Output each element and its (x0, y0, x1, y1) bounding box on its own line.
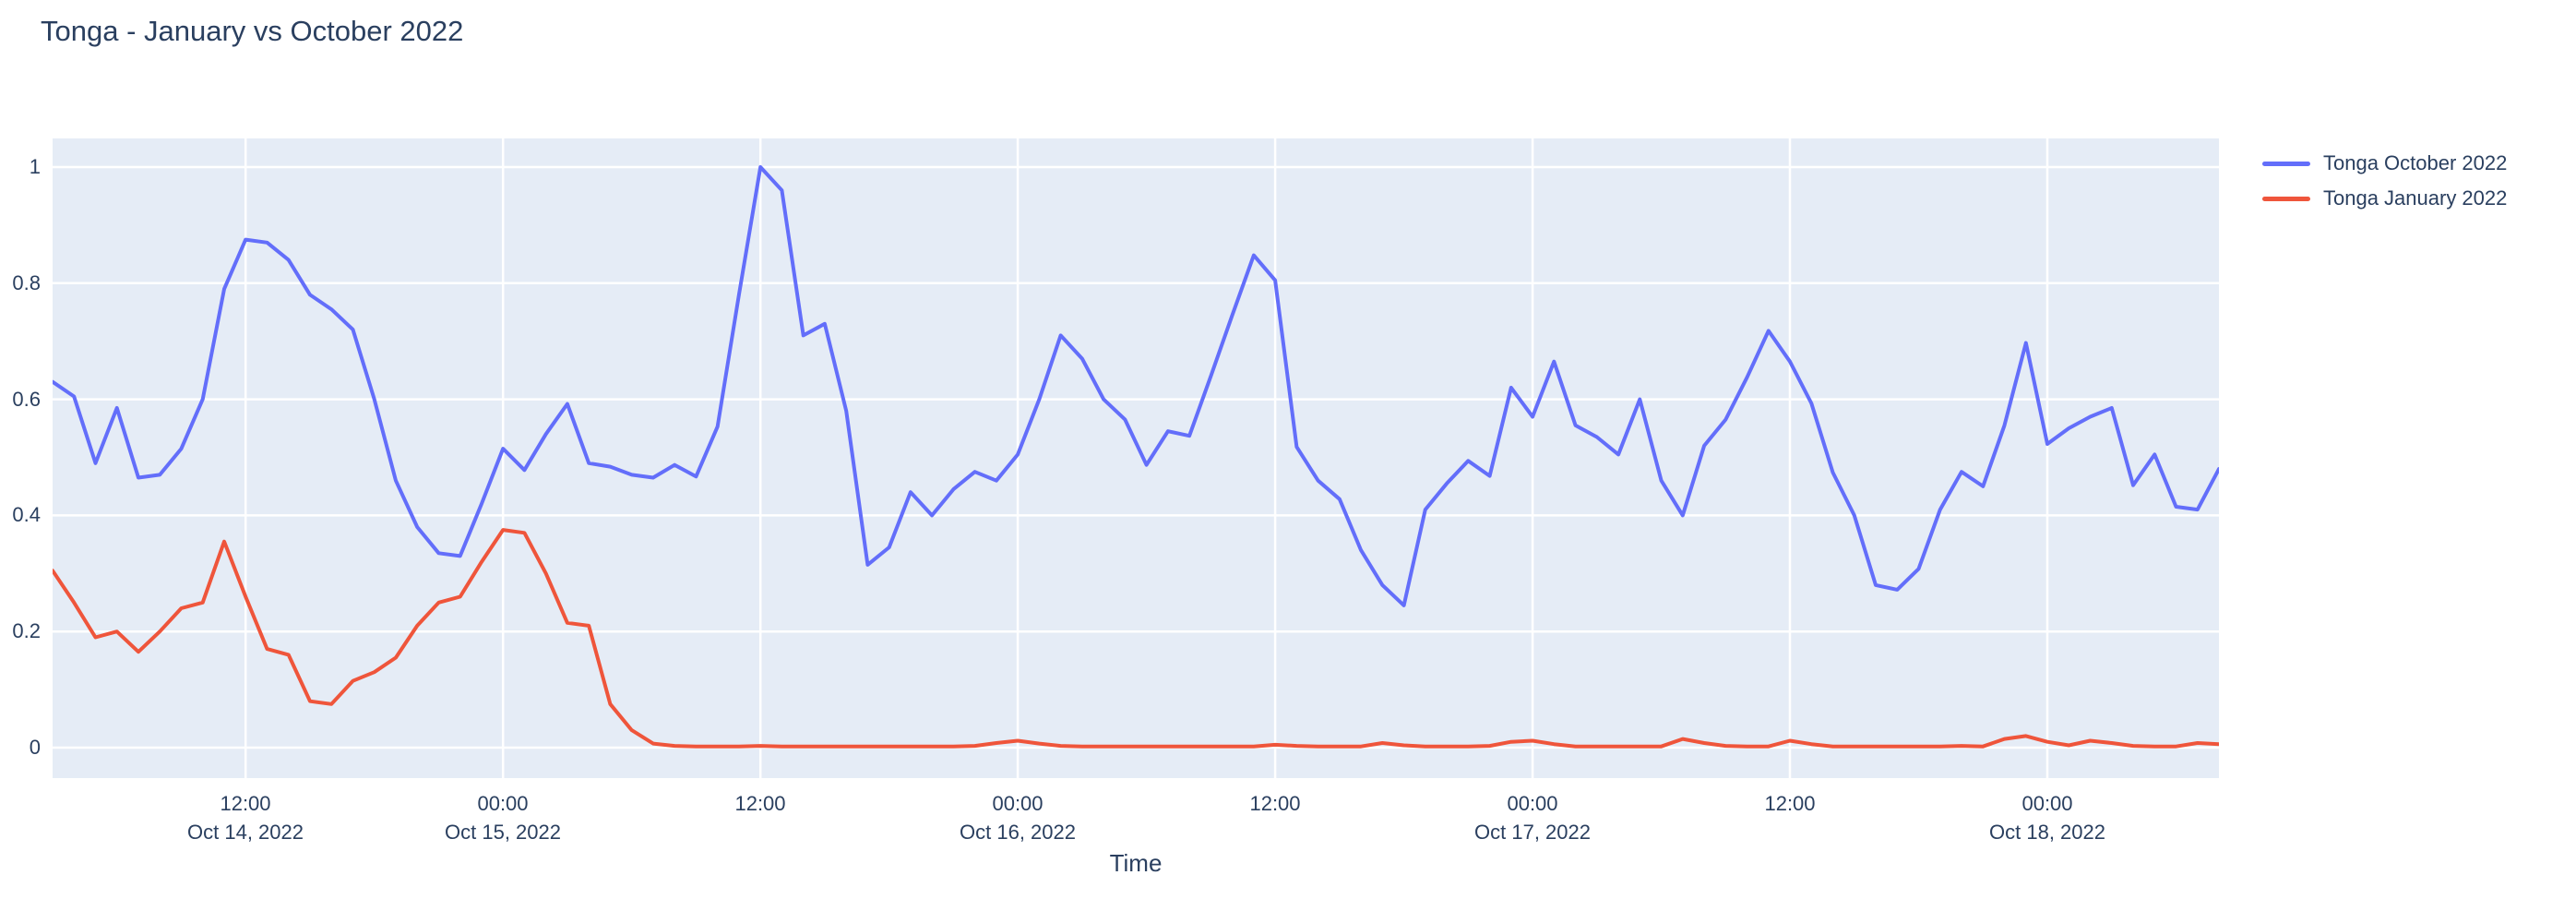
x-tick-date: Oct 17, 2022 (1474, 821, 1591, 844)
legend-line-swatch-january (2262, 196, 2310, 201)
legend-label: Tonga October 2022 (2323, 151, 2508, 174)
series-line (53, 528, 2219, 749)
legend: Tonga October 2022 Tonga January 2022 (2262, 146, 2507, 216)
x-tick-time: 12:00 (220, 792, 271, 815)
x-tick-time: 12:00 (1764, 792, 1816, 815)
x-tick-date: Oct 18, 2022 (1989, 821, 2105, 844)
legend-line-swatch-october (2262, 161, 2310, 166)
y-tick-label: 0.6 (12, 388, 41, 411)
x-tick-time: 00:00 (2021, 792, 2073, 815)
y-tick-label: 0.8 (12, 271, 41, 294)
y-tick-label: 0 (29, 736, 41, 759)
x-tick-time: 00:00 (477, 792, 529, 815)
legend-label: Tonga January 2022 (2323, 186, 2508, 210)
x-axis-title: Time (1109, 849, 1163, 877)
x-tick-time: 00:00 (992, 792, 1044, 815)
y-tick-label: 1 (29, 155, 41, 178)
legend-item-tonga-october-2022[interactable]: Tonga October 2022 (2262, 146, 2507, 181)
y-tick-label: 0.2 (12, 619, 41, 642)
plot-area[interactable] (53, 138, 2219, 778)
x-tick-date: Oct 16, 2022 (960, 821, 1076, 844)
legend-item-tonga-january-2022[interactable]: Tonga January 2022 (2262, 181, 2507, 216)
x-tick-time: 12:00 (1249, 792, 1301, 815)
series-line (53, 165, 2219, 607)
x-tick-date: Oct 14, 2022 (187, 821, 304, 844)
y-tick-label: 0.4 (12, 503, 41, 526)
x-tick-time: 12:00 (734, 792, 786, 815)
plot-canvas (53, 138, 2219, 778)
x-tick-date: Oct 15, 2022 (445, 821, 561, 844)
x-tick-time: 00:00 (1507, 792, 1558, 815)
chart-title: Tonga - January vs October 2022 (41, 15, 464, 47)
